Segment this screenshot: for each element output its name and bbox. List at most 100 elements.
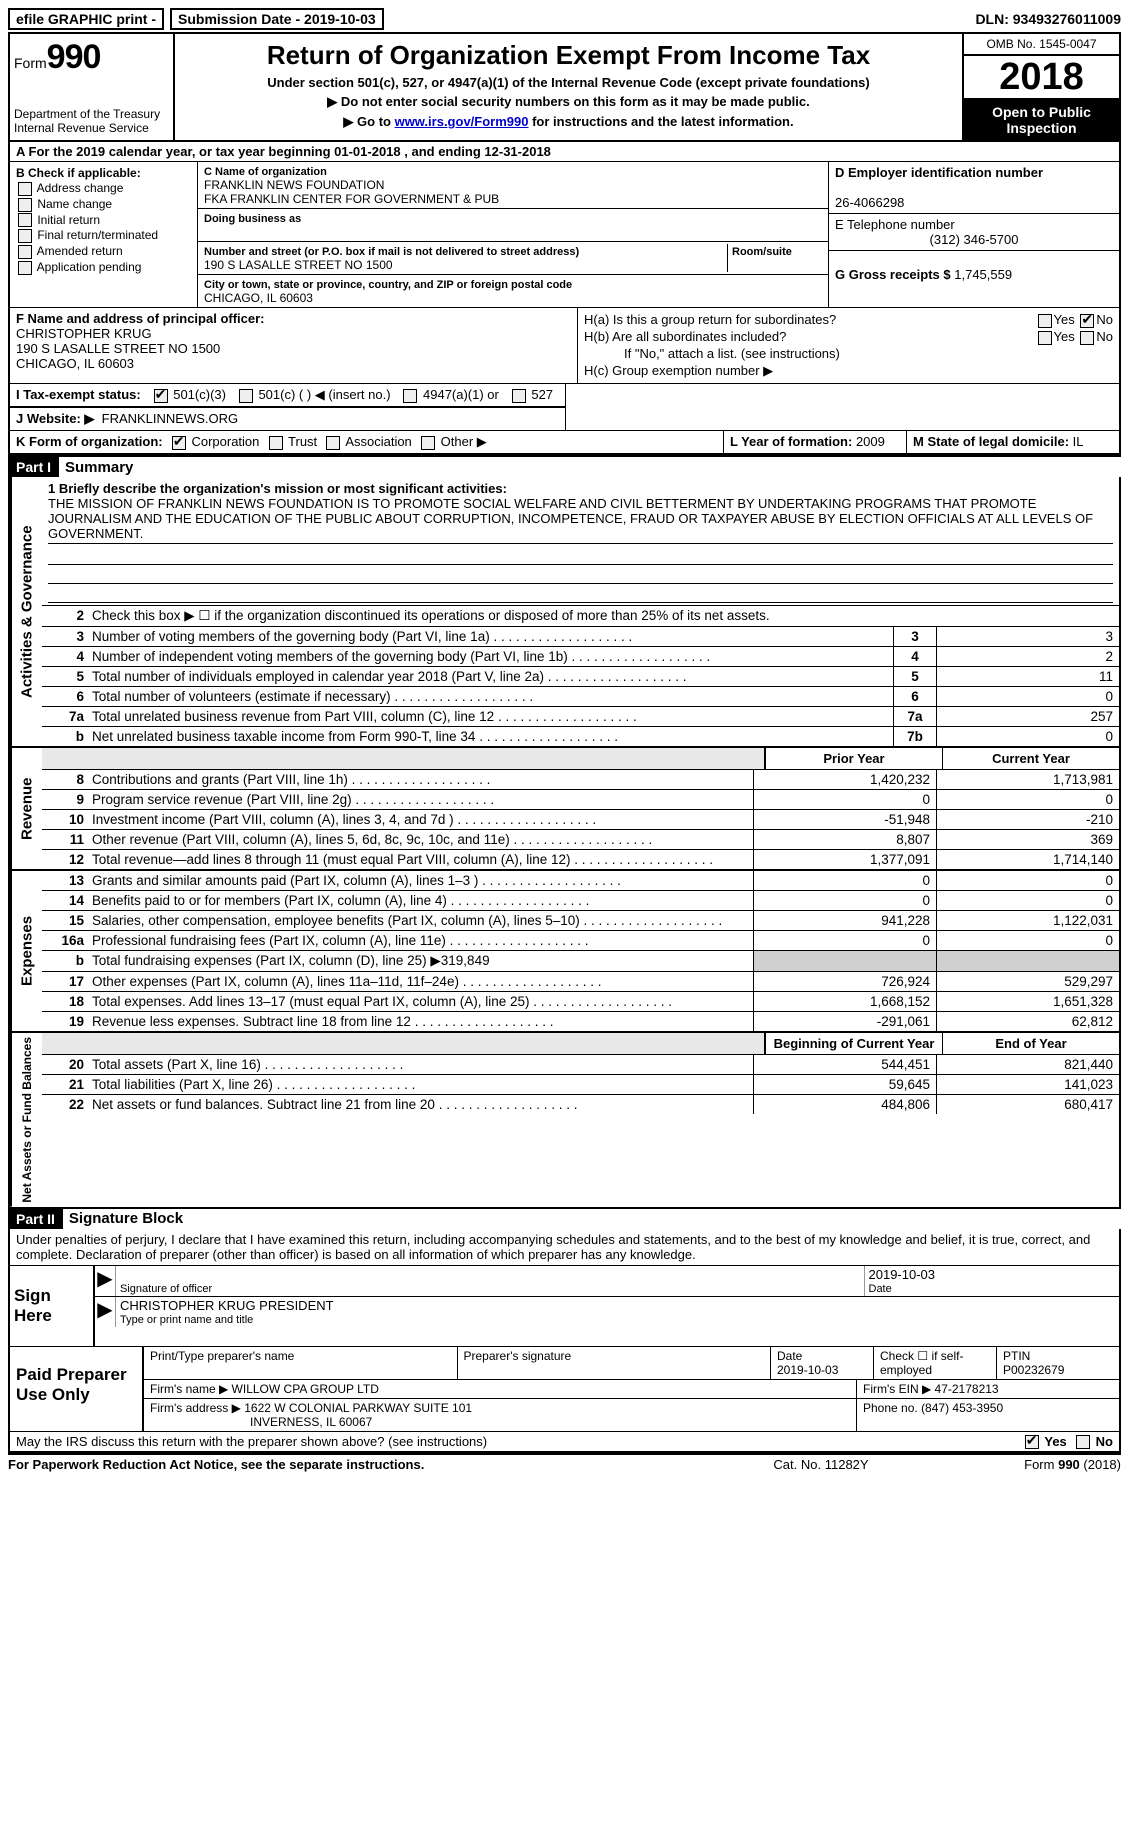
paid-preparer-label: Paid Preparer Use Only	[10, 1347, 144, 1431]
sig-name: CHRISTOPHER KRUG PRESIDENT	[120, 1298, 1115, 1314]
cb-corp[interactable]	[172, 436, 186, 450]
line-number: 14	[42, 891, 88, 910]
submission-date: Submission Date - 2019-10-03	[170, 8, 384, 30]
line-l: L Year of formation: 2009	[724, 431, 907, 453]
prep-self-employed: Check ☐ if self-employed	[874, 1347, 997, 1379]
line-number: 20	[42, 1055, 88, 1074]
table-row: 17 Other expenses (Part IX, column (A), …	[42, 972, 1119, 992]
table-row: 16a Professional fundraising fees (Part …	[42, 931, 1119, 951]
expenses-table: Expenses 13 Grants and similar amounts p…	[8, 871, 1121, 1033]
part1-title: Summary	[59, 459, 133, 476]
revenue-table: Revenue Prior Year Current Year 8 Contri…	[8, 748, 1121, 871]
phone-value: (312) 346-5700	[930, 232, 1019, 247]
curr-value: 821,440	[936, 1055, 1119, 1074]
cb-other[interactable]	[421, 436, 435, 450]
cb-ha-yes[interactable]	[1038, 314, 1052, 328]
firm-name: WILLOW CPA GROUP LTD	[232, 1382, 379, 1396]
table-row: 6 Total number of volunteers (estimate i…	[42, 687, 1119, 707]
cb-hb-yes[interactable]	[1038, 331, 1052, 345]
line-j: J Website: ▶ FRANKLINNEWS.ORG	[10, 407, 565, 430]
mission-label: 1 Briefly describe the organization's mi…	[48, 481, 507, 496]
prep-name-label: Print/Type preparer's name	[150, 1349, 294, 1363]
table-row: 15 Salaries, other compensation, employe…	[42, 911, 1119, 931]
cb-final-return[interactable]	[18, 229, 32, 243]
col-hc	[566, 384, 1119, 430]
line-text: Total number of individuals employed in …	[88, 667, 893, 686]
prep-date-label: Date	[777, 1349, 802, 1363]
line-value: 0	[936, 687, 1119, 706]
mission-text: THE MISSION OF FRANKLIN NEWS FOUNDATION …	[48, 496, 1113, 544]
line-number: 17	[42, 972, 88, 991]
line-value: 3	[936, 627, 1119, 646]
open-to-public: Open to Public Inspection	[964, 100, 1119, 140]
line-text: Net assets or fund balances. Subtract li…	[88, 1095, 753, 1114]
addr-label: Number and street (or P.O. box if mail i…	[204, 246, 579, 258]
cb-trust[interactable]	[269, 436, 283, 450]
cb-4947[interactable]	[403, 389, 417, 403]
cb-501c[interactable]	[239, 389, 253, 403]
line-number: b	[42, 951, 88, 971]
cb-527[interactable]	[512, 389, 526, 403]
footer-notice: For Paperwork Reduction Act Notice, see …	[8, 1457, 721, 1472]
line-number: 10	[42, 810, 88, 829]
tax-year: 2018	[964, 56, 1119, 100]
line-number: 19	[42, 1012, 88, 1031]
prior-value: 8,807	[753, 830, 936, 849]
prior-value: 1,668,152	[753, 992, 936, 1011]
blank-line	[48, 546, 1113, 565]
cb-assoc[interactable]	[326, 436, 340, 450]
line-text: Number of independent voting members of …	[88, 647, 893, 666]
prior-value: 544,451	[753, 1055, 936, 1074]
line-value: 0	[936, 727, 1119, 746]
line-box: 5	[893, 667, 936, 686]
prior-value: 0	[753, 891, 936, 910]
line-text: Grants and similar amounts paid (Part IX…	[88, 871, 753, 890]
line-text: Net unrelated business taxable income fr…	[88, 727, 893, 746]
cb-name-change[interactable]	[18, 198, 32, 212]
cb-discuss-no[interactable]	[1076, 1435, 1090, 1449]
row-a: A For the 2019 calendar year, or tax yea…	[10, 142, 1119, 162]
cb-initial-return[interactable]	[18, 213, 32, 227]
line-box: 7b	[893, 727, 936, 746]
officer-name: CHRISTOPHER KRUG	[16, 326, 152, 341]
table-row: 5 Total number of individuals employed i…	[42, 667, 1119, 687]
line-number: 8	[42, 770, 88, 789]
cb-address-change[interactable]	[18, 182, 32, 196]
line-m: M State of legal domicile: IL	[907, 431, 1119, 453]
curr-value: 0	[936, 931, 1119, 950]
hc-label: H(c) Group exemption number ▶	[584, 363, 1113, 379]
cb-hb-no[interactable]	[1080, 331, 1094, 345]
end-year-header: End of Year	[942, 1033, 1119, 1054]
table-row: 10 Investment income (Part VIII, column …	[42, 810, 1119, 830]
org-name: FRANKLIN NEWS FOUNDATION	[204, 178, 384, 192]
vert-governance: Activities & Governance	[10, 477, 42, 746]
table-row: 20 Total assets (Part X, line 16) 544,45…	[42, 1055, 1119, 1075]
cb-pending[interactable]	[18, 261, 32, 275]
line-text: Total number of volunteers (estimate if …	[88, 687, 893, 706]
gross-receipts: 1,745,559	[954, 267, 1012, 282]
cb-501c3[interactable]	[154, 389, 168, 403]
org-address: 190 S LASALLE STREET NO 1500	[204, 258, 393, 272]
firm-ein: 47-2178213	[935, 1382, 999, 1396]
ein-value: 26-4066298	[835, 195, 904, 210]
curr-value: 0	[936, 790, 1119, 809]
city-label: City or town, state or province, country…	[204, 279, 572, 291]
org-city: CHICAGO, IL 60603	[204, 291, 313, 305]
curr-value: 1,651,328	[936, 992, 1119, 1011]
line-number: 13	[42, 871, 88, 890]
dba-label: Doing business as	[204, 213, 301, 225]
cb-discuss-yes[interactable]	[1025, 1435, 1039, 1449]
line-text: Total revenue—add lines 8 through 11 (mu…	[88, 850, 753, 869]
table-row: b Net unrelated business taxable income …	[42, 727, 1119, 746]
prior-value: 0	[753, 931, 936, 950]
curr-value: 1,714,140	[936, 850, 1119, 869]
prior-value	[753, 951, 936, 971]
firm-phone-label: Phone no.	[863, 1401, 918, 1415]
line-text: Total assets (Part X, line 16)	[88, 1055, 753, 1074]
cb-ha-no[interactable]	[1080, 314, 1094, 328]
line-text: Total liabilities (Part X, line 26)	[88, 1075, 753, 1094]
ssn-warning: ▶ Do not enter social security numbers o…	[185, 94, 952, 110]
irs-link[interactable]: www.irs.gov/Form990	[395, 114, 529, 129]
cb-amended[interactable]	[18, 245, 32, 259]
part2-header-row: Part II Signature Block	[8, 1209, 1121, 1229]
